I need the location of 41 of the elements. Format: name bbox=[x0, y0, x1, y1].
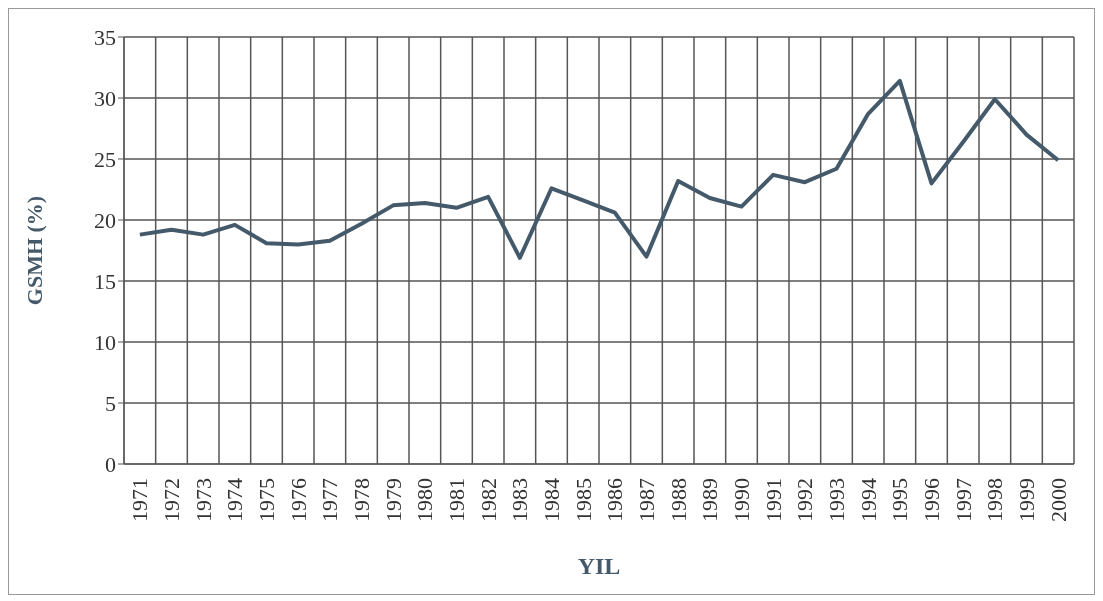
x-tick-label: 1977 bbox=[317, 478, 343, 522]
x-tick-label: 1989 bbox=[697, 478, 723, 522]
x-tick-label: 1972 bbox=[159, 478, 184, 522]
x-tick-label: 1994 bbox=[855, 478, 881, 522]
x-tick-label: 1975 bbox=[254, 478, 279, 522]
x-tick-label: 1976 bbox=[285, 478, 311, 522]
x-tick-label: 1979 bbox=[380, 478, 406, 522]
x-tick-label: 1995 bbox=[887, 478, 913, 522]
y-axis-title: GSMH (%) bbox=[21, 195, 47, 306]
y-tick-label: 15 bbox=[94, 268, 116, 294]
x-tick-label: 1997 bbox=[950, 478, 976, 522]
x-tick-label: 1988 bbox=[665, 478, 691, 522]
x-tick-label: 1992 bbox=[792, 478, 818, 522]
x-tick-label: 1991 bbox=[760, 478, 786, 522]
x-tick-label: 1998 bbox=[982, 478, 1008, 522]
x-tick-label: 1996 bbox=[919, 478, 944, 522]
x-tick-label: 1973 bbox=[190, 478, 216, 522]
y-tick-label: 20 bbox=[94, 207, 116, 233]
x-tick-label: 1987 bbox=[634, 478, 659, 522]
x-tick-label: 2000 bbox=[1045, 478, 1071, 522]
line-series bbox=[137, 78, 1061, 260]
x-tick-label: 1993 bbox=[824, 478, 849, 522]
y-tick-label: 10 bbox=[94, 329, 116, 355]
x-tick-label: 1983 bbox=[507, 478, 533, 522]
x-tick-label: 1986 bbox=[602, 478, 628, 522]
x-tick-label: 1974 bbox=[222, 478, 248, 522]
x-tick-label: 1971 bbox=[127, 478, 153, 522]
y-tick-label: 25 bbox=[94, 146, 116, 172]
y-tick-label: 0 bbox=[105, 451, 116, 477]
x-tick-label: 1999 bbox=[1014, 478, 1039, 522]
x-tick-label: 1980 bbox=[412, 478, 438, 522]
y-tick-label: 30 bbox=[94, 85, 116, 111]
x-tick-label: 1981 bbox=[444, 478, 469, 522]
x-tick-label: 1982 bbox=[475, 478, 501, 522]
y-tick-label: 5 bbox=[105, 390, 116, 416]
y-tick-label: 35 bbox=[94, 24, 116, 50]
x-tick-label: 1990 bbox=[729, 478, 754, 522]
x-tick-label: 1984 bbox=[539, 478, 564, 522]
x-tick-label: 1985 bbox=[570, 478, 596, 522]
x-axis-title: YIL bbox=[577, 553, 621, 579]
x-tick-label: 1978 bbox=[349, 478, 374, 522]
